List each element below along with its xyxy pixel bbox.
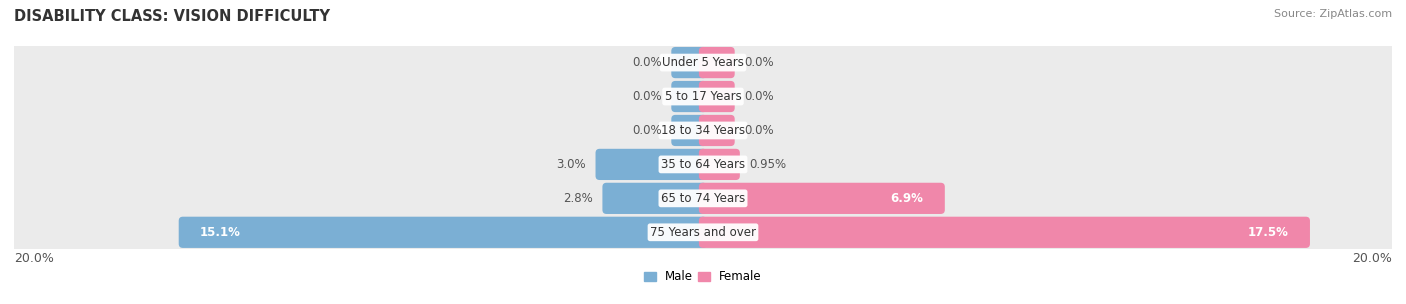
Text: 65 to 74 Years: 65 to 74 Years: [661, 192, 745, 205]
Text: 0.0%: 0.0%: [633, 56, 662, 69]
Text: 75 Years and over: 75 Years and over: [650, 226, 756, 239]
FancyBboxPatch shape: [13, 110, 1393, 151]
FancyBboxPatch shape: [699, 217, 1310, 248]
FancyBboxPatch shape: [13, 76, 1393, 117]
FancyBboxPatch shape: [13, 42, 1393, 83]
FancyBboxPatch shape: [699, 81, 735, 112]
FancyBboxPatch shape: [596, 149, 707, 180]
Text: 20.0%: 20.0%: [14, 252, 53, 265]
FancyBboxPatch shape: [699, 183, 945, 214]
Text: 5 to 17 Years: 5 to 17 Years: [665, 90, 741, 103]
FancyBboxPatch shape: [13, 178, 1393, 219]
FancyBboxPatch shape: [671, 47, 707, 78]
Text: 2.8%: 2.8%: [562, 192, 593, 205]
FancyBboxPatch shape: [13, 144, 1393, 185]
Text: 35 to 64 Years: 35 to 64 Years: [661, 158, 745, 171]
Text: 18 to 34 Years: 18 to 34 Years: [661, 124, 745, 137]
Text: 0.0%: 0.0%: [633, 90, 662, 103]
Text: DISABILITY CLASS: VISION DIFFICULTY: DISABILITY CLASS: VISION DIFFICULTY: [14, 9, 330, 24]
Text: 15.1%: 15.1%: [200, 226, 240, 239]
Text: 0.0%: 0.0%: [744, 124, 773, 137]
FancyBboxPatch shape: [671, 115, 707, 146]
Legend: Male, Female: Male, Female: [640, 266, 766, 288]
FancyBboxPatch shape: [699, 115, 735, 146]
Text: 17.5%: 17.5%: [1247, 226, 1289, 239]
FancyBboxPatch shape: [699, 149, 740, 180]
FancyBboxPatch shape: [13, 212, 1393, 253]
Text: 0.0%: 0.0%: [744, 90, 773, 103]
Text: 0.0%: 0.0%: [744, 56, 773, 69]
Text: 20.0%: 20.0%: [1353, 252, 1392, 265]
FancyBboxPatch shape: [671, 81, 707, 112]
Text: 6.9%: 6.9%: [890, 192, 924, 205]
Text: 0.95%: 0.95%: [749, 158, 786, 171]
FancyBboxPatch shape: [179, 217, 707, 248]
Text: 3.0%: 3.0%: [557, 158, 586, 171]
Text: Source: ZipAtlas.com: Source: ZipAtlas.com: [1274, 9, 1392, 19]
FancyBboxPatch shape: [602, 183, 707, 214]
Text: Under 5 Years: Under 5 Years: [662, 56, 744, 69]
FancyBboxPatch shape: [699, 47, 735, 78]
Text: 0.0%: 0.0%: [633, 124, 662, 137]
